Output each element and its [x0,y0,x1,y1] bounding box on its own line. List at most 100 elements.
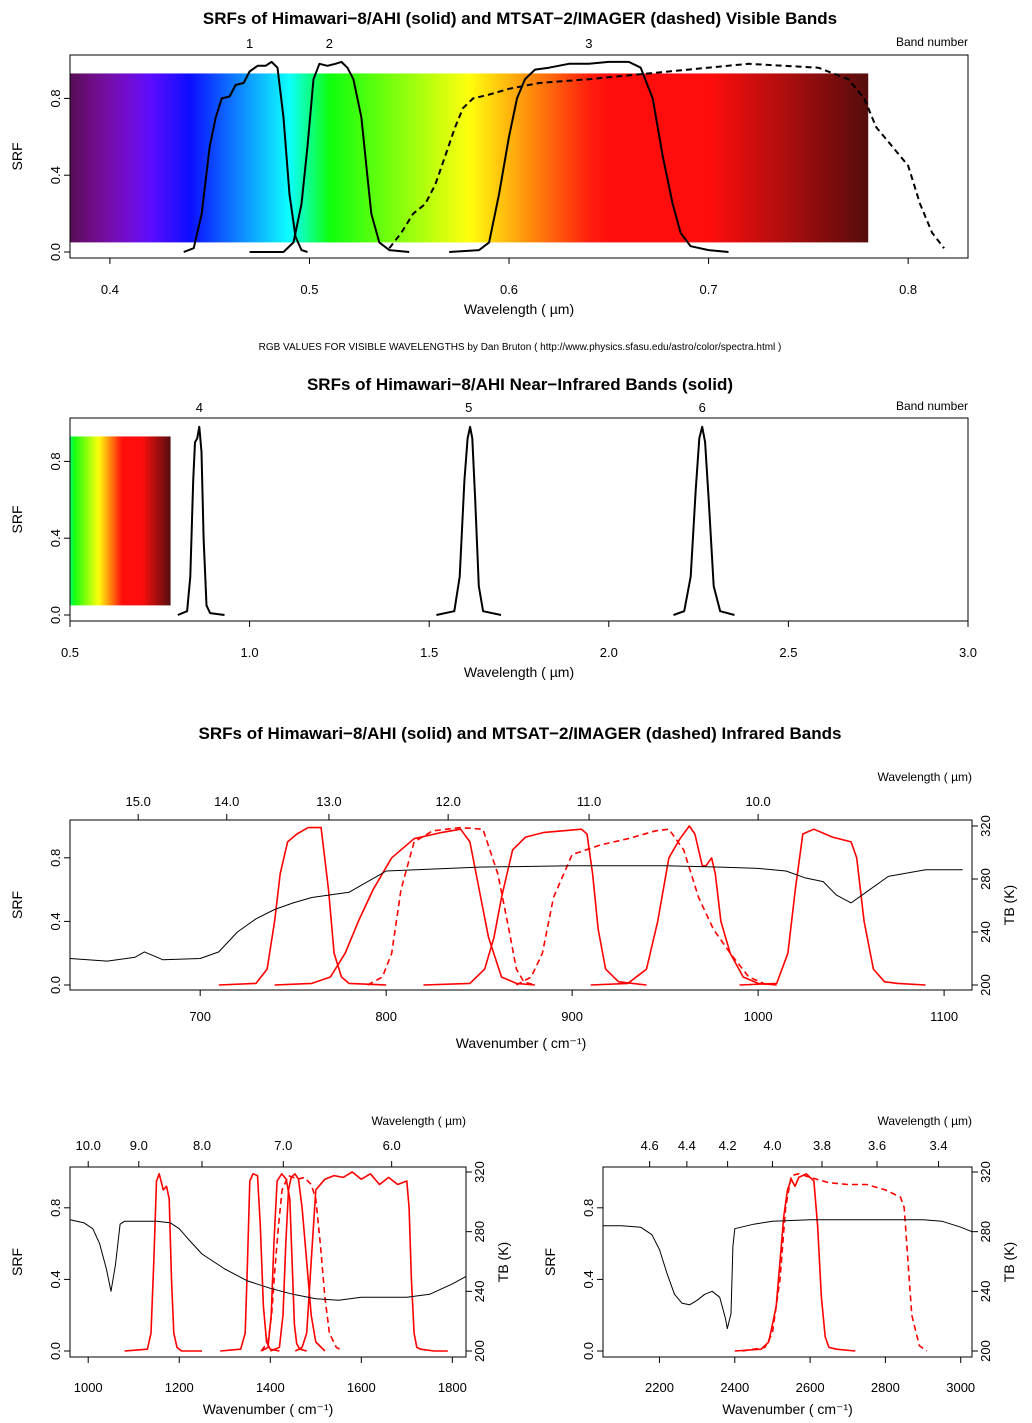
top-wavelength-label: 4.4 [678,1138,696,1153]
plot-frame [602,1166,973,1358]
y-tick-label: 0.0 [48,243,63,261]
chart-visible: SRFs of Himawari−8/AHI (solid) and MTSAT… [9,9,969,317]
x-tick-label: 2800 [871,1380,900,1395]
y-tick-label: 0.8 [581,1199,596,1217]
y-axis-label: SRF [9,891,25,919]
chart-infrared-midwave: 1000 1200 1400 1600 1800 Wavenumber ( cm⁻¹) 0.… [9,1114,511,1417]
x-tick-label: 1100 [930,1009,958,1024]
x-tick-label: 3000 [946,1380,975,1395]
plot-frame [69,819,973,991]
series-brightness-temperature [603,1219,973,1330]
chart-title: SRFs of Himawari−8/AHI (solid) and MTSAT… [203,9,837,28]
tb-tick-label: 240 [978,921,993,943]
plot-frame [69,1166,467,1358]
x-tick-label: 0.5 [61,645,79,660]
x-tick-label: 1000 [74,1380,103,1395]
top-wavelength-label: 4.6 [641,1138,659,1153]
x-tick-label: 3.0 [959,645,977,660]
band-number-label: 6 [699,400,706,415]
series-srf-ahi-13-3-m [218,826,387,986]
top-wavelength-label: 3.4 [930,1138,948,1153]
chart-title: SRFs of Himawari−8/AHI Near−Infrared Ban… [307,375,733,394]
y-tick-label: 0.4 [48,529,63,547]
series-srf-ahi-11-2-m [423,828,647,986]
series-srf-ahi-6-9-m [260,1173,307,1352]
x-axis-label: Wavelength ( µm) [464,301,574,317]
band-number-caption: Band number [896,35,968,49]
plot-frame [69,417,969,622]
x-axis-label: Wavenumber ( cm⁻¹) [203,1401,334,1417]
top-wavelength-label: 6.0 [383,1138,401,1153]
tb-tick-label: 320 [978,1161,993,1183]
x-axis-label: Wavenumber ( cm⁻¹) [456,1035,587,1051]
x-axis-label: Wavenumber ( cm⁻¹) [722,1401,853,1417]
tb-tick-label: 280 [978,868,993,890]
tb-tick-label: 280 [472,1221,487,1243]
y-axis-label: SRF [542,1248,558,1276]
band-number-label: 4 [196,400,203,415]
x-tick-label: 0.5 [300,282,318,297]
x-tick-label: 1200 [165,1380,194,1395]
tb-tick-label: 240 [978,1280,993,1302]
top-axis-label: Wavelength ( µm) [372,1114,467,1128]
x-tick-label: 800 [375,1009,397,1024]
series-srf-mtsat-2-wv [294,1171,448,1352]
series-srf-ahi-7-3-m [220,1173,280,1352]
y-tick-label: 0.4 [48,166,63,184]
top-wavelength-label: 3.8 [813,1138,831,1153]
series-brightness-temperature [69,865,963,962]
tb-axis-label: TB (K) [1001,1242,1017,1282]
x-tick-label: 0.8 [899,282,917,297]
chart-title: SRFs of Himawari−8/AHI (solid) and MTSAT… [199,724,842,743]
series-srf-mtsat-2-ir2 [367,826,536,986]
x-tick-label: 2.0 [600,645,618,660]
y-axis-label: SRF [9,506,25,534]
x-tick-label: 1.5 [420,645,438,660]
series-srf-mtsat-2-ir3 [260,1174,344,1352]
y-tick-label: 0.8 [48,89,63,107]
y-tick-label: 0.8 [48,452,63,470]
band-number-label: 1 [246,36,253,51]
series-srf-2 [249,60,410,253]
top-wavelength-label: 4.2 [719,1138,737,1153]
x-tick-label: 2400 [720,1380,749,1395]
series-srf-ahi-10-4-m [590,825,777,986]
top-wavelength-label: 10.0 [76,1138,101,1153]
tb-tick-label: 200 [978,974,993,996]
tb-tick-label: 240 [472,1280,487,1302]
series-srf-ahi-8-6-m [124,1173,202,1352]
tb-tick-label: 200 [472,1340,487,1362]
x-tick-label: 2600 [796,1380,825,1395]
series-srf-3 [449,60,729,253]
x-tick-label: 0.6 [500,282,518,297]
top-wavelength-label: 9.0 [130,1138,148,1153]
y-tick-label: 0.0 [48,606,63,624]
x-tick-label: 0.7 [700,282,718,297]
x-tick-label: 1400 [256,1380,285,1395]
top-wavelength-label: 13.0 [316,794,341,809]
series-srf-mtsat-2-ir4 [742,1173,928,1352]
y-tick-label: 0.0 [581,1342,596,1360]
tb-tick-label: 320 [472,1161,487,1183]
top-axis-label: Wavelength ( µm) [878,770,973,784]
series-srf-1 [183,60,308,253]
series-srf-mtsat-2-ir1 [516,828,768,986]
series-srf-ahi-6-2-m [270,1173,326,1352]
y-tick-label: 0.4 [48,912,63,930]
visible-spectrum-band [70,436,171,606]
x-tick-label: 900 [561,1009,583,1024]
band-number-label: 2 [326,36,333,51]
x-tick-label: 1800 [438,1380,467,1395]
series-brightness-temperature [69,1219,467,1301]
x-tick-label: 1600 [347,1380,376,1395]
plot-frame [69,54,969,259]
visible-spectrum-band [70,73,869,243]
series-srf-ahi-12-4-m [274,828,535,986]
chart-infrared-shortwave: 2200 2400 2600 2800 3000 Wavenumber ( cm⁻¹) 0.… [542,1114,1017,1417]
y-tick-label: 0.8 [48,849,63,867]
top-wavelength-label: 10.0 [745,794,770,809]
y-tick-label: 0.0 [48,1342,63,1360]
x-tick-label: 2.5 [779,645,797,660]
y-tick-label: 0.0 [48,976,63,994]
